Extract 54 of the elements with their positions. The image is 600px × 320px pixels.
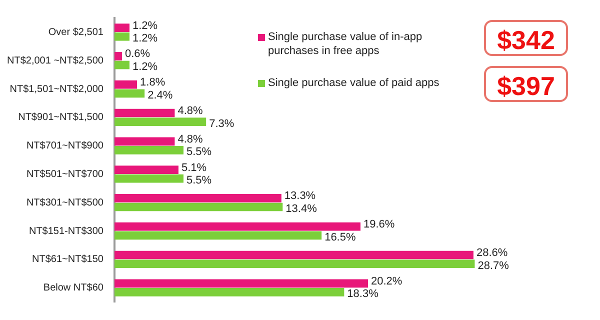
bar [114, 202, 283, 212]
bar [114, 194, 282, 202]
bar [114, 288, 344, 296]
data-label: 0.6% [124, 48, 150, 60]
data-label: 13.4% [286, 203, 318, 216]
y-tick-label: NT$901~NT$1,500 [18, 112, 104, 124]
data-label: 1.2% [132, 61, 158, 74]
data-label: 4.8% [178, 133, 203, 146]
bar [114, 231, 322, 240]
y-tick-label: Over $2,501 [48, 26, 104, 38]
bar [114, 52, 122, 60]
data-label: 18.3% [347, 288, 379, 300]
y-tick-label: NT$2,001 ~NT$2,500 [6, 55, 104, 66]
data-label: 1.8% [140, 76, 166, 89]
bar [114, 24, 130, 32]
y-tick-label: NT$1,501~NT$2,000 [10, 84, 104, 95]
y-tick-label: NT$501~NT$700 [26, 168, 104, 180]
bar [114, 137, 175, 146]
bar [114, 260, 475, 268]
data-label: 1.2% [132, 32, 158, 45]
bar [114, 118, 206, 126]
data-label: 7.3% [209, 118, 234, 130]
y-tick-label: Below NT$60 [43, 282, 104, 294]
data-label: 13.3% [284, 190, 316, 202]
bar [114, 166, 178, 174]
y-tick-label: NT$701~NT$900 [26, 140, 104, 152]
bar [114, 250, 474, 260]
text: $342 [484, 20, 568, 56]
data-label: 28.6% [476, 247, 508, 260]
bar [114, 80, 138, 89]
data-label: 2.4% [148, 89, 173, 102]
data-label: 16.5% [324, 231, 356, 244]
bar [114, 146, 184, 154]
y-tick-label: NT$151-NT$300 [28, 226, 104, 237]
bar [114, 89, 145, 98]
data-label: 5.1% [181, 162, 207, 174]
data-label: 4.8% [178, 105, 203, 118]
legend-label: Single purchase value of paid apps [268, 76, 440, 90]
data-label: 1.2% [132, 20, 158, 32]
legend-label: Single purchase value of in-app purchases in free apps [268, 30, 424, 58]
bar [114, 32, 130, 41]
data-label: 20.2% [371, 275, 402, 288]
text: $397 [484, 66, 568, 102]
data-label: 5.5% [186, 174, 212, 187]
data-label: 5.5% [186, 146, 212, 158]
bar [114, 174, 184, 183]
bar [114, 279, 368, 288]
bar [114, 60, 130, 70]
data-label: 19.6% [363, 218, 395, 231]
bar [114, 222, 360, 231]
data-label: 28.7% [478, 260, 510, 272]
y-tick-label: NT$61~NT$150 [32, 254, 104, 266]
bar [114, 108, 175, 118]
y-tick-label: NT$301~NT$500 [26, 197, 104, 208]
